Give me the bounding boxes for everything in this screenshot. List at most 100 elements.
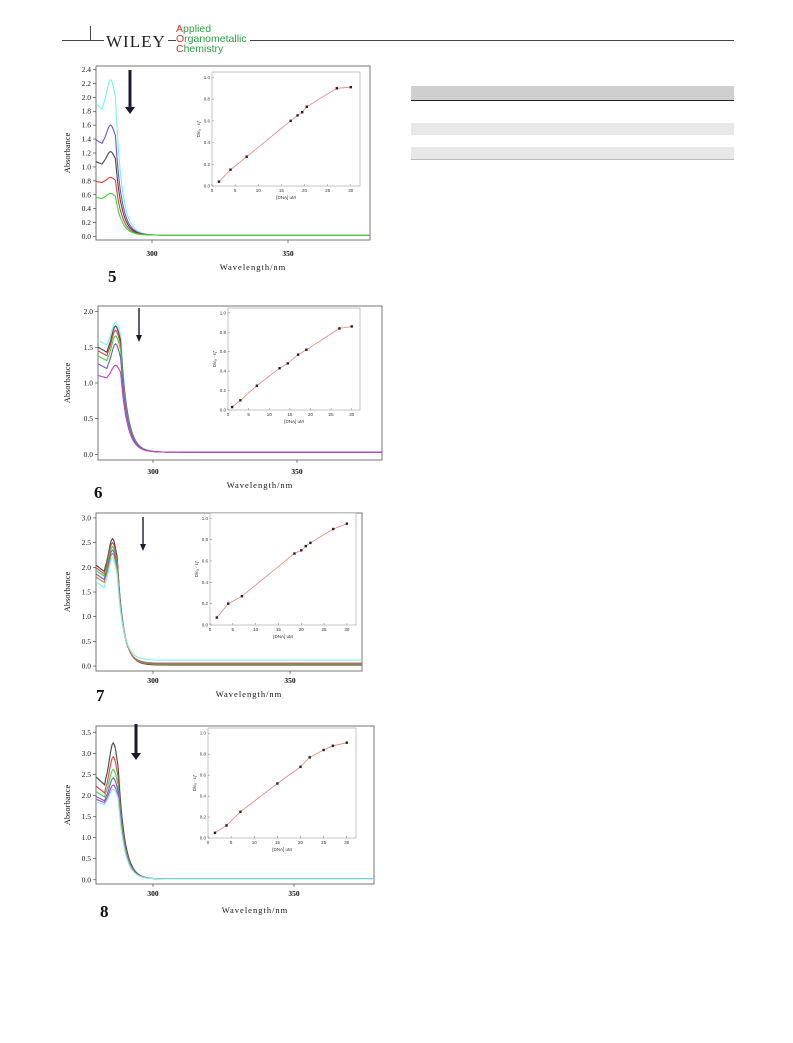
- inset-data-point: [345, 741, 348, 744]
- table-header-row: [411, 86, 734, 101]
- table-row: [411, 101, 734, 111]
- inset-data-point: [296, 353, 300, 356]
- inset-x-tick-label: 0: [211, 188, 214, 193]
- inset-x-tick-label: 5: [230, 840, 233, 845]
- inset-x-tick-label: 0: [227, 412, 230, 417]
- inset-x-tick-label: 30: [349, 412, 355, 417]
- inset-data-point: [299, 765, 302, 768]
- inset-x-tick-label: 10: [252, 840, 258, 845]
- y-tick-label: 2.0: [84, 307, 94, 316]
- inset-x-tick-label: 15: [279, 188, 285, 193]
- y-tick-label: 0.2: [82, 218, 92, 227]
- y-tick-label: 0.4: [82, 204, 92, 213]
- y-tick-label: 2.0: [82, 93, 92, 102]
- inset-x-tick-label: 10: [253, 627, 259, 632]
- inset-y-axis-title: D/εₐ - εƒ: [212, 350, 217, 367]
- y-tick-label: 1.0: [84, 379, 94, 388]
- inset-data-point: [227, 602, 230, 605]
- inset-data-point: [308, 756, 311, 759]
- inset-data-point: [304, 544, 308, 548]
- inset-data-point: [331, 527, 335, 531]
- inset-y-tick-label: 1.0: [200, 731, 207, 736]
- inset-data-point: [255, 384, 259, 387]
- y-tick-label: 1.2: [82, 149, 92, 158]
- inset-data-point: [305, 348, 308, 351]
- inset-x-tick-label: 15: [276, 627, 282, 632]
- inset-x-tick-label: 15: [275, 840, 281, 845]
- panel-label: 5: [108, 267, 117, 286]
- publisher-logo: WILEY: [104, 32, 168, 52]
- data-table: [411, 86, 734, 160]
- y-tick-label: 0.8: [82, 176, 92, 185]
- x-axis-title: Wavelength/nm: [227, 480, 294, 490]
- inset-y-tick-label: 0.6: [200, 773, 207, 778]
- y-axis-title: Absorbance: [62, 571, 72, 612]
- y-tick-label: 0.6: [82, 190, 92, 199]
- inset-x-tick-label: 25: [322, 627, 328, 632]
- inset-y-tick-label: 0.8: [202, 537, 209, 542]
- inset-frame: [209, 512, 357, 626]
- inset-y-tick-label: 0.6: [220, 349, 227, 354]
- inset-x-tick-label: 5: [232, 627, 235, 632]
- inset-x-tick-label: 0: [207, 840, 210, 845]
- inset-y-tick-label: 0.6: [204, 118, 211, 123]
- journal-initial-a: A: [176, 23, 184, 35]
- inset-x-axis-title: [DNA] uM: [276, 195, 296, 200]
- inset-data-point: [335, 87, 339, 90]
- inset-data-point: [239, 810, 242, 814]
- x-tick-label: 350: [284, 676, 296, 685]
- x-tick-label: 300: [147, 676, 159, 685]
- y-tick-label: 2.0: [82, 563, 92, 572]
- plot-frame: [95, 725, 375, 885]
- inset-y-tick-label: 0.2: [202, 601, 209, 606]
- y-tick-label: 0.5: [84, 414, 94, 423]
- inset-data-point: [345, 522, 349, 525]
- header-tick-mark: [90, 26, 91, 40]
- table-row: [411, 123, 734, 135]
- inset-data-point: [300, 549, 303, 552]
- inset-y-axis-title: D/εₐ - εƒ: [194, 560, 199, 577]
- inset-x-tick-label: 30: [344, 840, 350, 845]
- inset-y-tick-label: 0.8: [220, 330, 227, 335]
- arrow-head-icon: [140, 544, 146, 551]
- y-tick-label: 1.0: [82, 612, 92, 621]
- spectrum-curve: [95, 192, 370, 236]
- inset-data-point: [349, 86, 352, 89]
- x-tick-label: 300: [146, 249, 158, 258]
- y-tick-label: 1.6: [82, 121, 92, 130]
- arrow-head-icon: [125, 107, 135, 114]
- panel-label: 6: [94, 483, 103, 502]
- inset-y-tick-label: 0.2: [200, 815, 207, 820]
- inset-data-point: [289, 119, 292, 123]
- inset-x-tick-label: 0: [209, 627, 212, 632]
- journal-word-chemistry: hemistry: [183, 43, 224, 55]
- inset-data-point: [215, 616, 219, 619]
- y-tick-label: 0.5: [82, 854, 92, 863]
- y-tick-label: 2.0: [82, 791, 92, 800]
- y-tick-label: 3.0: [82, 513, 92, 522]
- spectrum-curve: [97, 364, 382, 453]
- inset-data-point: [296, 114, 299, 117]
- spectrum-curve: [95, 552, 362, 664]
- inset-data-point: [230, 405, 234, 409]
- inset-data-point: [338, 327, 341, 330]
- y-tick-label: 0.0: [82, 875, 92, 884]
- inset-x-tick-label: 20: [298, 840, 304, 845]
- inset-y-tick-label: 0.8: [200, 752, 207, 757]
- inset-y-tick-label: 0.6: [202, 559, 209, 564]
- inset-y-tick-label: 0.2: [220, 388, 227, 393]
- y-tick-label: 3.0: [82, 749, 92, 758]
- inset-y-axis-title: D/εₐ - εƒ: [196, 120, 201, 137]
- inset-data-point: [225, 824, 228, 827]
- header-rule: [62, 40, 734, 41]
- y-tick-label: 1.5: [82, 588, 92, 597]
- panel-label: 8: [100, 902, 109, 920]
- inset-data-point: [322, 748, 325, 752]
- inset-data-point: [239, 399, 242, 402]
- y-tick-label: 2.5: [82, 538, 92, 547]
- x-tick-label: 300: [147, 467, 159, 476]
- spectrum-curve: [95, 556, 362, 661]
- inset-data-point: [217, 180, 221, 183]
